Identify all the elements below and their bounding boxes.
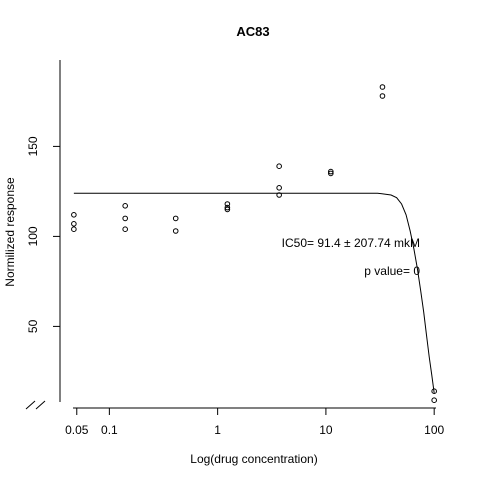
data-point — [379, 84, 386, 90]
data-point — [122, 226, 128, 232]
data-point — [276, 192, 282, 198]
x-tick-label: 10 — [319, 423, 333, 437]
data-point — [276, 185, 282, 191]
y-tick-label: 100 — [26, 226, 40, 246]
y-ticks: 50 100 150 — [26, 136, 60, 333]
y-tick-label: 150 — [26, 136, 40, 156]
x-tick-label: 100 — [424, 423, 444, 437]
data-point — [431, 388, 437, 395]
data-point — [224, 201, 231, 207]
data-point — [224, 206, 231, 213]
data-point — [71, 212, 77, 218]
data-point — [379, 93, 386, 99]
data-point — [328, 170, 334, 177]
x-ticks: 0.05 0.1 1 10 100 — [65, 408, 445, 437]
y-tick-label: 50 — [26, 319, 40, 333]
data-point — [328, 168, 334, 175]
x-tick-label: 1 — [214, 423, 221, 437]
p-value-annotation: p value= 0 — [364, 264, 420, 278]
data-point — [122, 203, 128, 209]
data-point — [172, 215, 179, 222]
data-points — [71, 84, 437, 404]
data-point — [172, 228, 179, 234]
x-tick-label: 0.05 — [65, 423, 89, 437]
data-point — [71, 226, 77, 232]
data-point — [122, 215, 128, 222]
data-point — [431, 397, 437, 404]
y-axis-label: Normilized response — [3, 177, 17, 287]
data-point — [224, 204, 231, 211]
data-point — [71, 221, 77, 227]
x-tick-label: 0.1 — [101, 423, 118, 437]
chart-title: AC83 — [236, 24, 269, 39]
data-point — [276, 163, 282, 169]
fit-curve-line — [73, 192, 435, 394]
x-axis-label: Log(drug concentration) — [190, 452, 317, 466]
ic50-annotation: IC50= 91.4 ± 207.74 mkM — [282, 236, 420, 250]
axis-break-marks — [25, 400, 46, 410]
